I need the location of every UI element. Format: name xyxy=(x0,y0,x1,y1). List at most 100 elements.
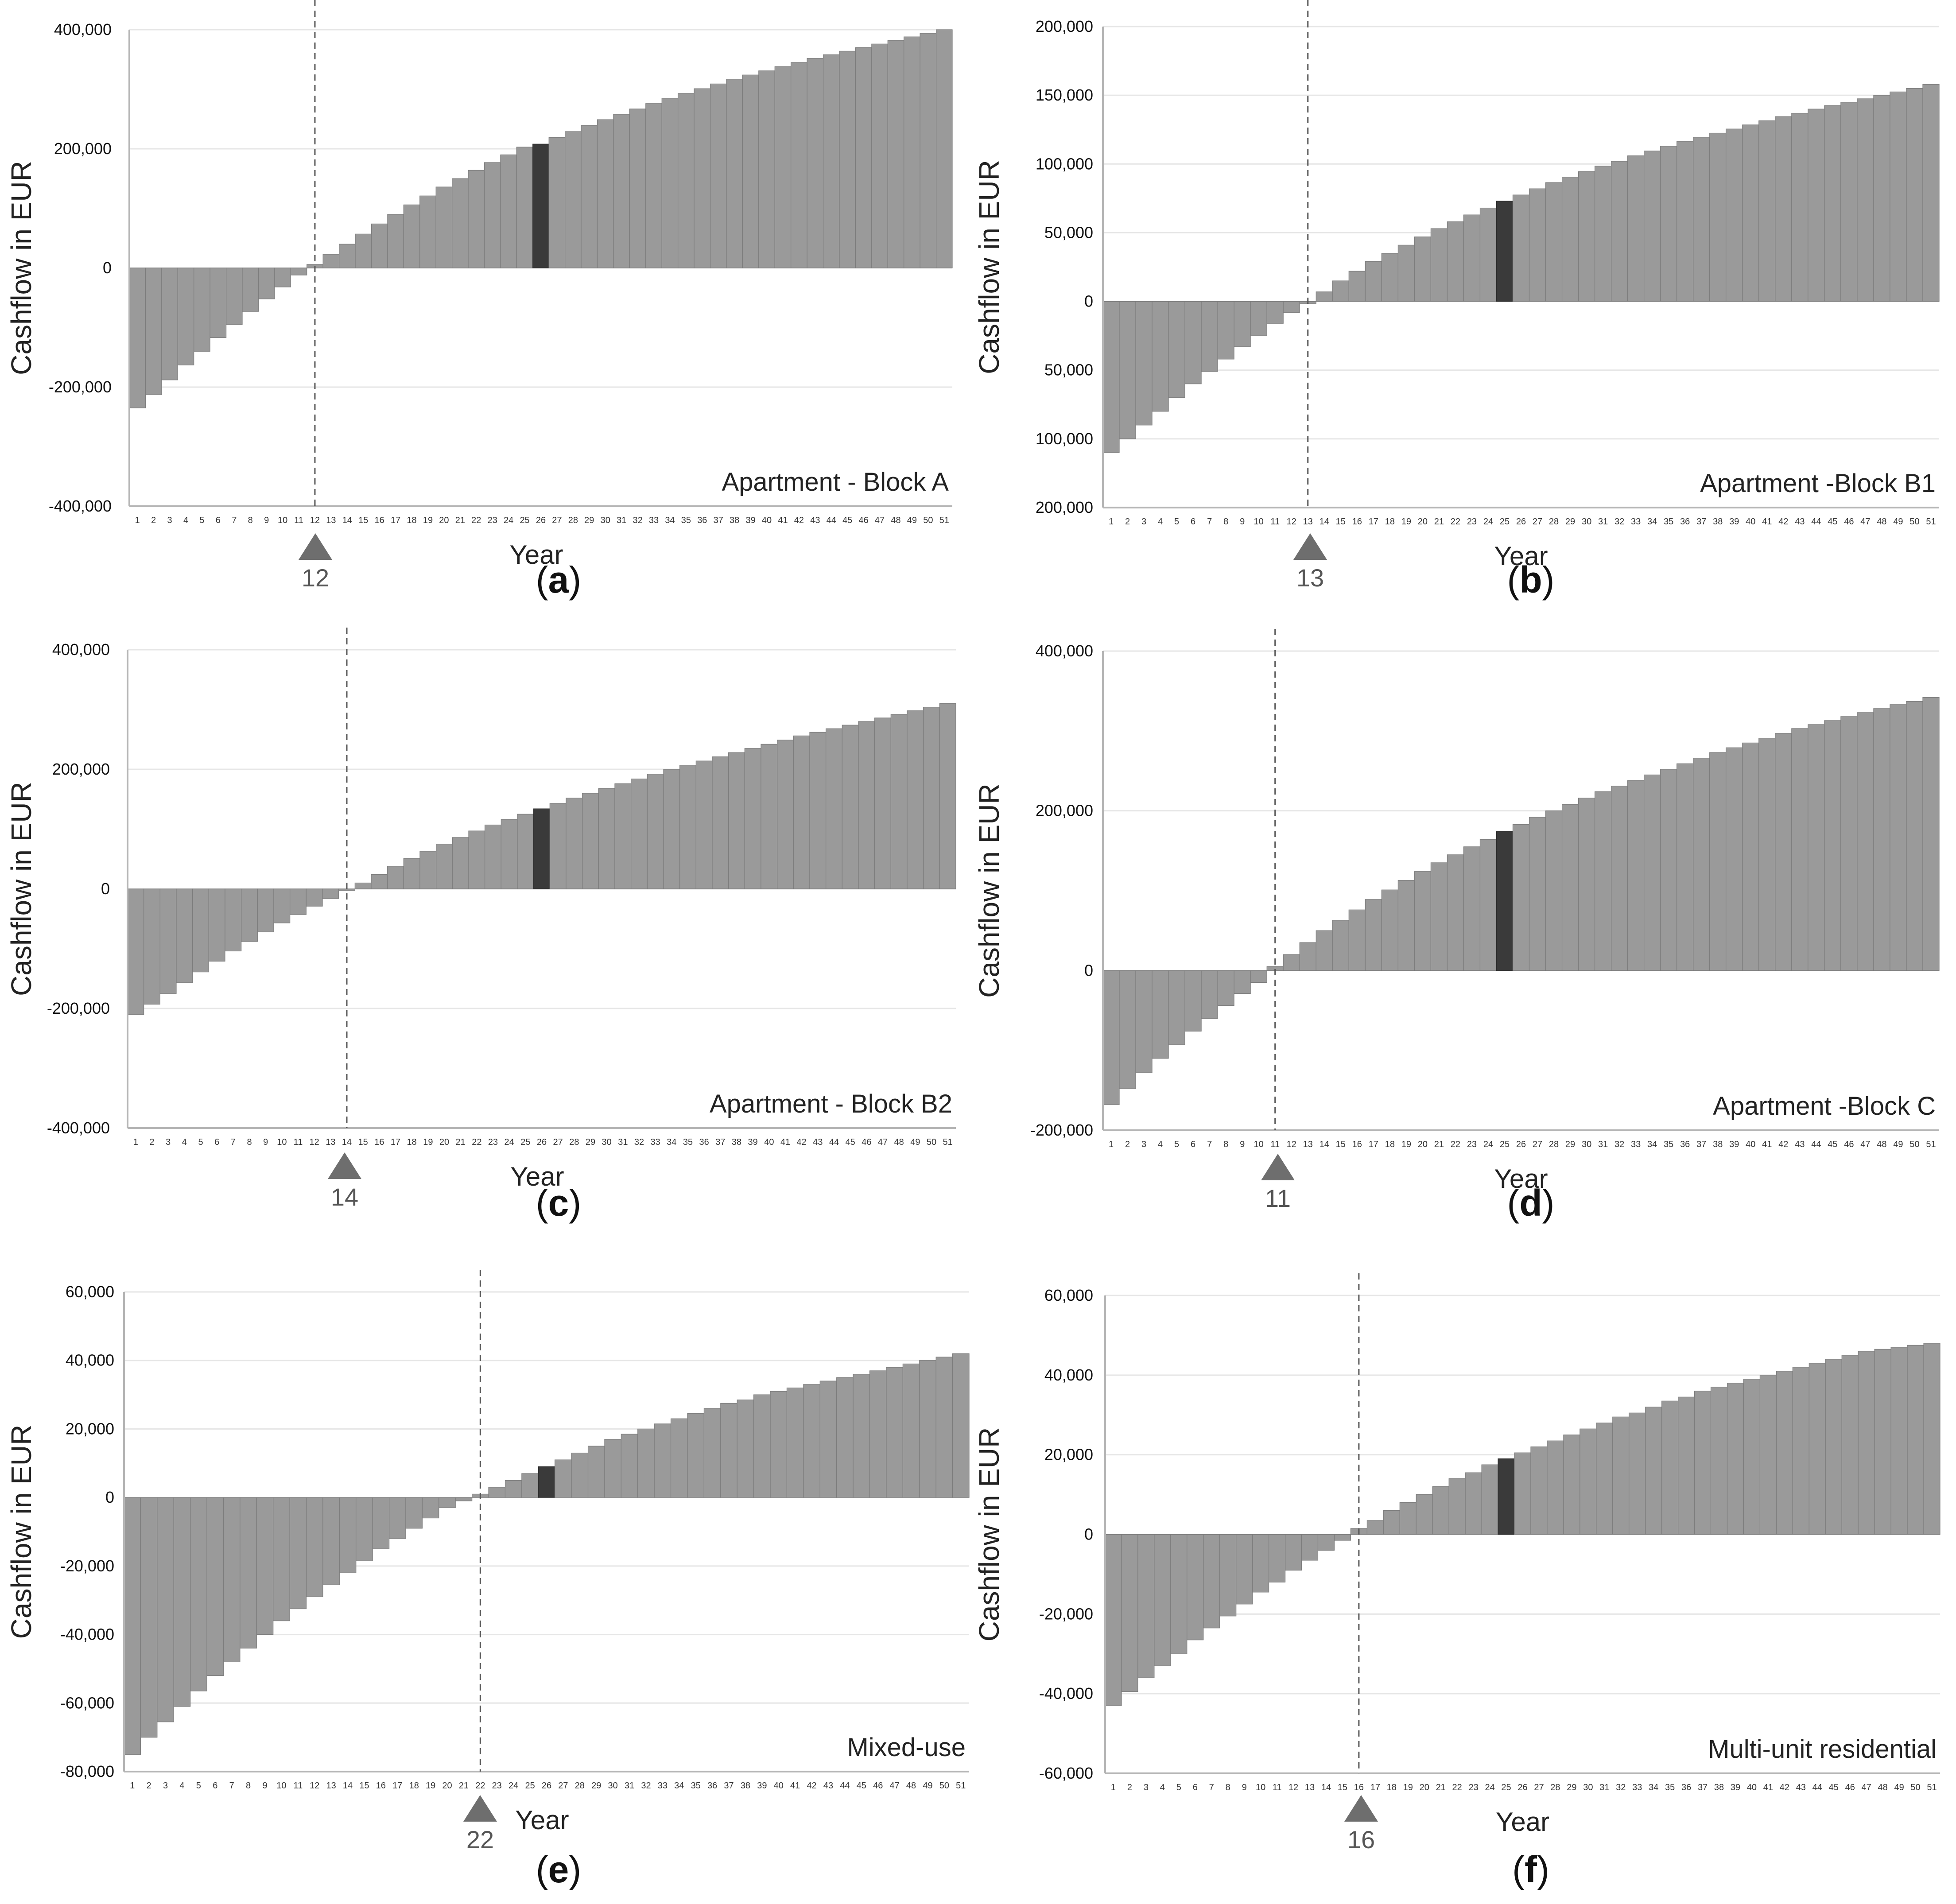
bar xyxy=(614,783,632,889)
x-tick-label: 10 xyxy=(276,1781,286,1791)
bar xyxy=(1529,188,1546,302)
y-axis-title: Cashflow in EUR xyxy=(973,160,1005,374)
bar xyxy=(853,1374,870,1498)
x-tick-label: 31 xyxy=(625,1781,634,1791)
x-tick-label: 4 xyxy=(1158,517,1163,527)
bar xyxy=(1381,889,1398,971)
bar xyxy=(793,735,810,889)
bar xyxy=(904,36,920,268)
bar xyxy=(1217,970,1234,1006)
panel-letter: e xyxy=(548,1849,569,1890)
chart-subtitle: Apartment -Block B1 xyxy=(1700,469,1936,498)
x-tick-label: 3 xyxy=(1141,1140,1146,1149)
bar xyxy=(306,1497,323,1598)
x-tick-label: 47 xyxy=(890,1781,900,1791)
bar xyxy=(587,1446,605,1498)
breakeven-year-label: 11 xyxy=(1265,1184,1291,1212)
x-tick-label: 48 xyxy=(891,516,900,525)
x-tick-label: 8 xyxy=(1226,1783,1230,1792)
bar xyxy=(777,740,794,889)
x-tick-label: 32 xyxy=(1614,517,1624,527)
bar xyxy=(1447,854,1464,971)
x-tick-label: 50 xyxy=(923,516,933,525)
bar xyxy=(256,1497,274,1635)
x-tick-label: 9 xyxy=(264,516,269,525)
bar xyxy=(890,714,908,889)
y-axis-title: Cashflow in EUR xyxy=(973,783,1005,998)
x-tick-label: 4 xyxy=(182,1137,187,1147)
x-tick-label: 50 xyxy=(939,1781,949,1791)
chart-subtitle: Mixed-use xyxy=(847,1733,966,1762)
bar xyxy=(753,1394,771,1498)
bar xyxy=(1840,716,1858,971)
bar xyxy=(1644,151,1661,302)
x-tick-label: 42 xyxy=(1778,1140,1788,1149)
bar xyxy=(1479,839,1497,971)
bar xyxy=(1857,712,1874,971)
bar xyxy=(786,1388,804,1498)
x-tick-label: 23 xyxy=(492,1781,502,1791)
x-tick-label: 35 xyxy=(1664,1140,1673,1149)
bar xyxy=(1479,207,1497,302)
bar xyxy=(1545,810,1563,971)
x-tick-label: 25 xyxy=(520,1137,530,1147)
x-tick-label: 6 xyxy=(216,516,221,525)
x-tick-label: 39 xyxy=(748,1137,758,1147)
x-tick-label: 5 xyxy=(1174,1140,1179,1149)
x-tick-label: 11 xyxy=(1273,1783,1282,1792)
x-tick-label: 3 xyxy=(163,1781,168,1791)
bar xyxy=(886,1367,903,1498)
chart-panel-b: 200,000 150,000 100,000 50,000 0 50,000 100,00… xyxy=(973,0,1940,601)
bar xyxy=(1266,301,1284,324)
x-tick-label: 39 xyxy=(1731,1783,1740,1792)
x-tick-label: 23 xyxy=(1468,1783,1478,1792)
panel-label: (b) xyxy=(1507,559,1554,601)
y-tick-label: 200,000 xyxy=(1036,498,1093,516)
bar xyxy=(1135,301,1153,426)
x-tick-label: 21 xyxy=(1434,1140,1444,1149)
y-tick-label: 400,000 xyxy=(52,640,110,659)
x-tick-label: 31 xyxy=(1598,517,1608,527)
bar xyxy=(387,866,404,889)
bar xyxy=(1187,1534,1204,1640)
bar xyxy=(919,1360,936,1498)
x-tick-label: 34 xyxy=(1647,1140,1657,1149)
bar xyxy=(621,1434,638,1498)
x-tick-label: 1 xyxy=(133,1137,138,1147)
bar xyxy=(1824,105,1841,302)
x-tick-label: 48 xyxy=(906,1781,916,1791)
bar xyxy=(549,803,567,889)
bar xyxy=(1481,1464,1498,1535)
x-tick-label: 43 xyxy=(1795,517,1805,527)
x-tick-label: 33 xyxy=(1631,1140,1641,1149)
bar xyxy=(1808,724,1825,971)
y-tick-label: 50,000 xyxy=(1044,361,1093,379)
y-tick-label: 0 xyxy=(1084,1525,1093,1543)
x-tick-label: 17 xyxy=(392,1781,402,1791)
bar xyxy=(1726,128,1743,302)
bar xyxy=(176,888,193,983)
x-tick-label: 28 xyxy=(1549,1140,1559,1149)
bar xyxy=(710,83,727,268)
x-axis-title: Year xyxy=(1494,541,1548,571)
x-tick-label: 46 xyxy=(1844,1140,1854,1149)
bar xyxy=(1594,166,1612,302)
x-tick-label: 50 xyxy=(1909,517,1919,527)
x-tick-label: 51 xyxy=(1926,517,1936,527)
bar xyxy=(1365,899,1382,971)
x-tick-label: 34 xyxy=(1647,517,1657,527)
bar xyxy=(1316,291,1333,302)
x-tick-label: 45 xyxy=(842,516,852,525)
bar xyxy=(488,1487,506,1498)
x-tick-label: 27 xyxy=(1533,517,1542,527)
x-tick-label: 21 xyxy=(459,1781,469,1791)
bar xyxy=(1512,194,1530,302)
x-tick-label: 13 xyxy=(1303,517,1313,527)
bar xyxy=(468,170,485,268)
panel-letter: d xyxy=(1519,1182,1542,1224)
bar xyxy=(419,851,437,889)
bar xyxy=(161,268,178,380)
y-tick-label: -20,000 xyxy=(1039,1605,1093,1623)
bar xyxy=(306,888,323,907)
x-tick-label: 12 xyxy=(310,1781,319,1791)
